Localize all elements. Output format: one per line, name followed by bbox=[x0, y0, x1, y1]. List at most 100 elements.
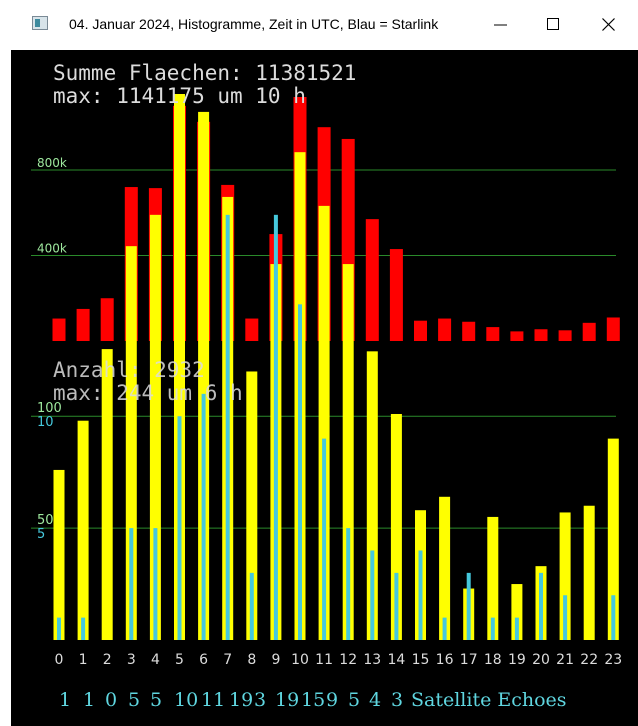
hour-tick-label: 0 bbox=[55, 652, 64, 668]
flaechen-header-line1: Summe Flaechen: 11381521 bbox=[53, 61, 356, 85]
hour-tick-label: 13 bbox=[363, 652, 381, 668]
close-button[interactable] bbox=[581, 0, 637, 50]
anzahl-bar bbox=[77, 420, 89, 640]
anzahl-gridline-label: 50 bbox=[37, 513, 54, 528]
flaechen-bar bbox=[582, 322, 596, 341]
anzahl-bar bbox=[390, 413, 402, 640]
starlink-bar bbox=[298, 304, 302, 640]
anzahl-bar bbox=[198, 111, 210, 641]
hour-tick-label: 7 bbox=[223, 652, 232, 668]
anzahl-bar bbox=[125, 246, 137, 640]
flaechen-bar bbox=[510, 331, 524, 341]
starlink-bar bbox=[539, 572, 543, 640]
anzahl-bar bbox=[246, 371, 258, 640]
starlink-count: 1 bbox=[59, 689, 72, 711]
flaechen-bar bbox=[606, 317, 620, 341]
hour-tick-label: 19 bbox=[508, 652, 526, 668]
anzahl-bar bbox=[318, 205, 330, 640]
flaechen-gridline-label: 800k bbox=[37, 156, 67, 170]
anzahl-bar bbox=[342, 264, 354, 640]
flaechen-bar bbox=[558, 330, 572, 341]
anzahl-bar bbox=[439, 496, 451, 640]
histogram-window: 04. Januar 2024, Histogramme, Zeit in UT… bbox=[11, 0, 638, 726]
hour-tick-label: 18 bbox=[484, 652, 502, 668]
starlink-count: 11 bbox=[201, 689, 226, 711]
satellite-echoes-caption: 1 1 0 5 5 10 11 19 3 19 15 9 5 4 3 Satellite Echoes bbox=[11, 686, 638, 720]
hour-tick-label: 8 bbox=[247, 652, 256, 668]
starlink-bar bbox=[490, 617, 495, 640]
starlink-bar bbox=[57, 617, 61, 640]
minimize-button[interactable] bbox=[473, 0, 529, 50]
starlink-bar bbox=[322, 438, 327, 640]
starlink-gridline-label: 5 bbox=[37, 527, 45, 542]
flaechen-bar bbox=[414, 320, 427, 341]
close-icon bbox=[602, 18, 615, 31]
anzahl-bar bbox=[366, 351, 378, 640]
hour-tick-label: 14 bbox=[387, 652, 405, 668]
flaechen-bar bbox=[462, 321, 476, 341]
flaechen-bar bbox=[52, 318, 66, 341]
starlink-bar bbox=[466, 572, 471, 640]
anzahl-header-line2: max: 244 um 6 h bbox=[53, 381, 243, 405]
starlink-bar bbox=[346, 528, 351, 640]
flaechen-bar bbox=[534, 329, 548, 341]
hour-tick-label: 22 bbox=[580, 652, 598, 668]
starlink-count: 5 bbox=[348, 689, 361, 711]
minimize-icon bbox=[494, 24, 507, 26]
anzahl-bar bbox=[174, 94, 185, 640]
anzahl-bar bbox=[583, 505, 595, 640]
starlink-bar bbox=[81, 617, 86, 640]
hour-tick-label: 1 bbox=[79, 652, 88, 668]
hour-tick-label: 12 bbox=[339, 652, 357, 668]
starlink-count: 4 bbox=[369, 689, 382, 711]
starlink-bar bbox=[394, 572, 399, 640]
flaechen-bar bbox=[76, 308, 90, 341]
anzahl-bar bbox=[53, 469, 65, 640]
starlink-count: 0 bbox=[105, 689, 118, 711]
flaechen-bar bbox=[438, 318, 452, 341]
starlink-count: 9 bbox=[326, 689, 339, 711]
maximize-button[interactable] bbox=[526, 0, 582, 50]
anzahl-bar bbox=[149, 214, 161, 640]
hour-tick-label: 9 bbox=[271, 652, 280, 668]
anzahl-bar bbox=[101, 349, 113, 640]
flaechen-bar bbox=[389, 249, 403, 341]
hour-tick-label: 6 bbox=[199, 652, 208, 668]
starlink-bar bbox=[153, 528, 158, 640]
flaechen-bar bbox=[245, 318, 259, 341]
hour-tick-label: 3 bbox=[127, 652, 136, 668]
starlink-count: 5 bbox=[128, 689, 141, 711]
starlink-bar bbox=[418, 550, 423, 640]
starlink-bar bbox=[249, 572, 254, 640]
anzahl-header-line1: Anzahl: 2932 bbox=[53, 358, 205, 382]
hour-tick-label: 2 bbox=[103, 652, 112, 668]
starlink-count: 19 bbox=[275, 689, 300, 711]
flaechen-header-line2: max: 1141175 um 10 h bbox=[53, 84, 306, 108]
anzahl-bar bbox=[559, 512, 571, 640]
app-window-icon bbox=[32, 16, 48, 30]
flaechen-bar bbox=[365, 219, 379, 341]
starlink-count: 10 bbox=[174, 689, 199, 711]
flaechen-bar bbox=[100, 298, 114, 341]
starlink-count: 19 bbox=[229, 689, 254, 711]
hour-tick-label: 15 bbox=[412, 652, 430, 668]
satellite-echoes-label: Satellite Echoes bbox=[411, 689, 567, 711]
hour-tick-label: 21 bbox=[556, 652, 574, 668]
starlink-count: 5 bbox=[150, 689, 163, 711]
starlink-bar bbox=[177, 416, 182, 640]
starlink-count: 3 bbox=[254, 689, 267, 711]
starlink-bar bbox=[514, 617, 519, 640]
hour-tick-label: 11 bbox=[315, 652, 333, 668]
flaechen-gridline-label: 400k bbox=[37, 241, 67, 255]
anzahl-gridline-label: 100 bbox=[37, 401, 62, 416]
anzahl-bar bbox=[607, 438, 619, 640]
starlink-bar bbox=[273, 214, 278, 640]
starlink-bar bbox=[129, 528, 134, 640]
hour-tick-label: 5 bbox=[175, 652, 184, 668]
starlink-bar bbox=[563, 595, 568, 640]
hour-tick-label: 10 bbox=[291, 652, 309, 668]
title-bar[interactable]: 04. Januar 2024, Histogramme, Zeit in UT… bbox=[11, 0, 638, 50]
window-title: 04. Januar 2024, Histogramme, Zeit in UT… bbox=[69, 16, 439, 32]
starlink-bar bbox=[611, 595, 616, 640]
maximize-icon bbox=[547, 18, 559, 30]
